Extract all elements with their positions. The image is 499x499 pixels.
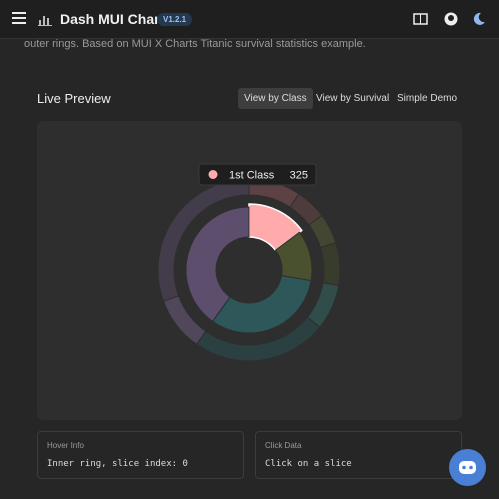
pie-chart: 1st Class 325: [157, 163, 341, 362]
tab[interactable]: Simple Demo: [397, 93, 458, 104]
tooltip-box: [198, 163, 317, 186]
app-bar: Dash MUI Charts V1.2.1: [0, 0, 499, 39]
pie-slice: [319, 241, 341, 287]
pie-slice: [248, 203, 303, 252]
info-label: Hover Info: [47, 441, 84, 450]
version-badge: V1.2.1: [157, 13, 193, 26]
tooltip: 1st Class 325: [198, 163, 317, 186]
tab[interactable]: View by Class: [238, 88, 313, 109]
info-text: Inner ring, slice index: 0: [47, 459, 188, 469]
hover-info: Hover Info Inner ring, slice index: 0: [37, 431, 244, 479]
info-label: Click Data: [265, 441, 302, 450]
logo: [38, 16, 52, 26]
app-title: Dash MUI Charts: [60, 11, 173, 27]
tooltip-swatch: [208, 170, 218, 179]
pie-slice: [211, 275, 312, 334]
theme-toggle[interactable]: [472, 12, 486, 26]
click-data: Click Data Click on a slice: [255, 431, 462, 479]
tooltip-value: 325: [290, 170, 308, 182]
github-button[interactable]: [444, 12, 458, 26]
info-text: Click on a slice: [265, 459, 352, 469]
panel-title: Live Preview: [37, 91, 111, 106]
docs-button[interactable]: [413, 12, 428, 26]
menu-button[interactable]: [12, 12, 26, 24]
discord-button[interactable]: [449, 449, 486, 486]
pie-slice: [185, 206, 250, 323]
tab[interactable]: View by Survival: [316, 93, 390, 104]
tooltip-label: 1st Class: [229, 170, 275, 182]
description: outer rings. Based on MUI X Charts Titan…: [24, 38, 366, 50]
